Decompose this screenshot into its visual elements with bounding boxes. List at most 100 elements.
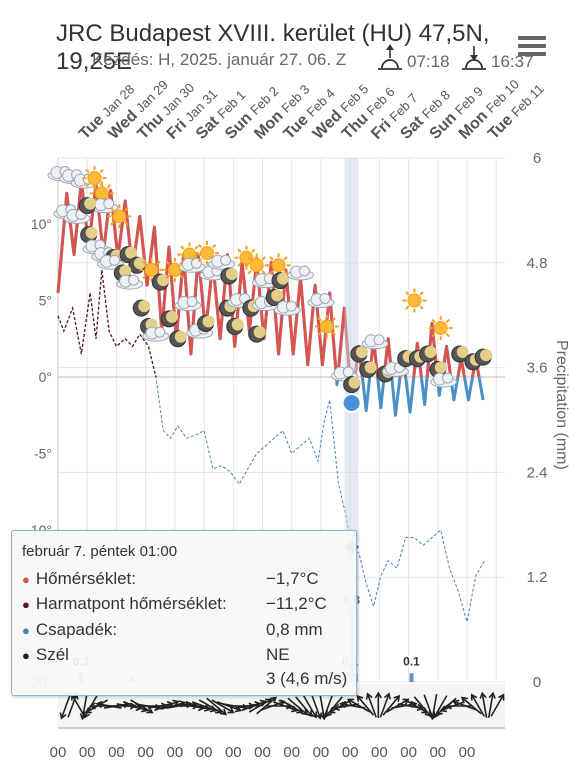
x-hour-label: 00 — [79, 744, 96, 761]
wind-arrow — [386, 698, 410, 713]
sun-ray — [180, 245, 185, 250]
sun-ray — [445, 318, 450, 324]
moon-icon — [197, 314, 215, 332]
wind-arrow-head — [488, 691, 496, 699]
cloud-puff — [128, 274, 140, 286]
sun-ray — [283, 270, 288, 275]
wind-arrow-head — [95, 700, 103, 709]
moon-glow — [84, 197, 97, 210]
tooltip-row-precipitation: ● Csapadék: — [22, 620, 118, 639]
page-title: JRC Budapest XVIII. kerület (HU) 47,5N, … — [56, 20, 490, 75]
wind-arrow-shaft — [295, 696, 312, 716]
left-tick-label: 10° — [31, 216, 52, 232]
wind-arrow-head — [59, 712, 67, 720]
wind-arrow — [295, 696, 313, 718]
sun-ray — [431, 318, 436, 324]
sun-icon — [402, 288, 427, 313]
wind-arrow — [130, 699, 154, 714]
moon-icon — [359, 360, 377, 378]
moon-glow — [271, 289, 284, 302]
wind-arrow-head — [439, 705, 447, 713]
sun-icon — [244, 253, 269, 278]
wind-arrow-head — [444, 702, 452, 710]
cloud-icon — [178, 257, 206, 273]
right-tick-label: 6 — [533, 150, 541, 167]
moon-icon — [169, 330, 187, 348]
wind-arrow-head — [416, 703, 424, 712]
tooltip-label: Csapadék: — [35, 620, 118, 639]
wind-arrow-shaft — [81, 694, 88, 718]
wind-arrow-shaft — [302, 695, 317, 717]
wind-arrow-shaft — [323, 694, 334, 718]
hamburger-menu-icon[interactable] — [518, 36, 546, 60]
temperature-hover-marker — [341, 393, 362, 414]
moon-icon — [451, 345, 469, 363]
wind-arrow-shaft — [280, 699, 302, 713]
wind-arrow-shaft — [198, 699, 221, 713]
sun-ray — [197, 258, 203, 263]
wind-arrow-head — [346, 698, 355, 705]
wind-arrow-head — [479, 691, 487, 699]
moon-glow — [348, 376, 361, 389]
wind-arrow — [379, 692, 391, 718]
sun-ray — [85, 168, 90, 174]
moon-icon — [419, 345, 437, 363]
cloud-icon — [381, 361, 409, 377]
moon-glow — [231, 318, 244, 331]
wind-arrow-shaft — [123, 701, 147, 711]
sunset-icon-time: 16:37 — [491, 52, 534, 71]
wind-arrow-head — [338, 700, 347, 709]
moon-icon — [343, 376, 361, 394]
sun-icon — [314, 314, 339, 339]
sun-disc — [167, 262, 182, 277]
sun-disc — [239, 250, 254, 265]
right-tick-label: 2.4 — [527, 464, 548, 481]
moon-glow — [434, 361, 447, 374]
sun-ray — [85, 183, 90, 188]
x-hour-label: 00 — [400, 744, 417, 761]
sun-times: 07:18 16:37 — [378, 44, 534, 71]
wind-arrow — [256, 696, 278, 715]
left-tick-label: -5° — [34, 446, 52, 462]
sun-ray — [405, 305, 410, 310]
cloud-puff — [373, 334, 385, 346]
moon-icon — [265, 288, 284, 306]
wind-arrow-shaft — [454, 701, 478, 711]
wind-arrow — [206, 697, 228, 716]
sun-ray — [110, 221, 115, 226]
moon-icon — [226, 318, 244, 336]
sun-ray — [179, 274, 185, 280]
sun-disc — [433, 321, 448, 336]
cloud-icon — [208, 254, 236, 270]
tooltip-value: −11,2°C — [266, 594, 327, 613]
wind-arrow-head — [365, 692, 373, 700]
sun-ray — [197, 243, 203, 249]
moon-icon — [128, 256, 146, 274]
x-hour-label: 00 — [108, 744, 125, 761]
sun-ray — [317, 331, 322, 336]
sun-ray — [142, 274, 147, 280]
wind-arrow-shaft — [130, 699, 152, 713]
x-hour-label: 00 — [342, 744, 359, 761]
x-hour-label: 00 — [167, 744, 184, 761]
sun-icon — [266, 253, 291, 278]
sun-disc — [200, 246, 214, 261]
sun-ray — [269, 256, 274, 261]
x-hour-label: 00 — [137, 744, 154, 761]
wind-arrow-shaft — [471, 695, 485, 717]
sun-ray — [165, 274, 170, 280]
moon-icon — [132, 299, 151, 317]
wind-arrow-head — [83, 711, 90, 719]
moon-icon — [220, 267, 238, 285]
moon-icon — [248, 325, 266, 343]
sun-ray — [317, 317, 322, 322]
moon-icon — [271, 272, 290, 290]
wind-arrow — [328, 699, 352, 714]
wind-arrow-head — [84, 707, 92, 714]
moon-glow — [277, 272, 290, 285]
wind-arrow — [470, 693, 485, 717]
wind-arrow-shaft — [386, 699, 408, 713]
x-hour-label: 00 — [313, 744, 330, 761]
wind-arrow-head — [452, 699, 460, 707]
wind-arrow — [332, 703, 360, 712]
